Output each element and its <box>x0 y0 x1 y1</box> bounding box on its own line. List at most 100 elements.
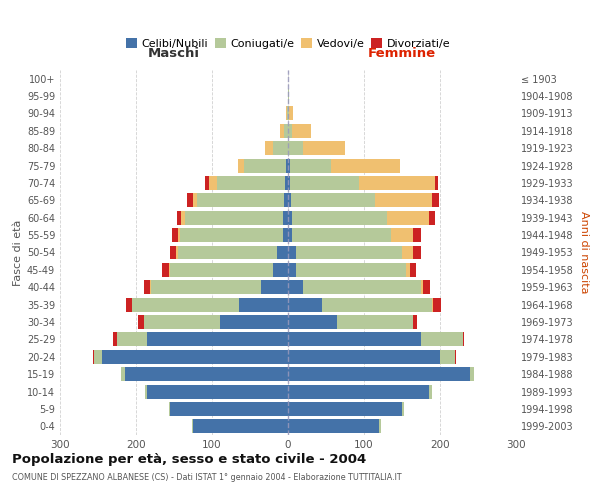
Bar <box>288 263 296 277</box>
Bar <box>181 211 185 224</box>
Bar <box>391 228 413 242</box>
Bar <box>121 367 125 381</box>
Bar <box>288 158 290 172</box>
Bar <box>178 246 277 260</box>
Bar <box>220 315 288 329</box>
Bar <box>277 246 288 260</box>
Bar <box>290 176 359 190</box>
Bar <box>296 246 402 260</box>
Bar <box>244 158 286 172</box>
Bar <box>113 332 117 346</box>
Bar <box>172 228 178 242</box>
Bar <box>410 263 416 277</box>
Bar <box>180 228 283 242</box>
Bar <box>288 420 379 434</box>
Text: Popolazione per età, sesso e stato civile - 2004: Popolazione per età, sesso e stato civil… <box>12 452 366 466</box>
Bar <box>273 263 288 277</box>
Bar <box>406 263 410 277</box>
Bar <box>292 228 391 242</box>
Bar <box>421 332 463 346</box>
Bar <box>428 211 434 224</box>
Bar <box>197 194 284 207</box>
Bar <box>422 280 430 294</box>
Bar <box>331 158 400 172</box>
Bar <box>288 280 303 294</box>
Bar <box>288 315 337 329</box>
Bar <box>285 176 288 190</box>
Bar <box>143 315 220 329</box>
Bar <box>296 263 406 277</box>
Bar <box>288 124 292 138</box>
Bar <box>288 402 402 416</box>
Bar <box>288 246 296 260</box>
Bar <box>273 142 288 155</box>
Bar <box>289 106 293 120</box>
Bar <box>292 124 311 138</box>
Bar <box>288 142 303 155</box>
Bar <box>322 298 433 312</box>
Bar <box>193 420 288 434</box>
Bar <box>288 89 289 103</box>
Bar <box>428 384 433 398</box>
Bar <box>433 298 441 312</box>
Bar <box>94 350 102 364</box>
Bar <box>431 194 439 207</box>
Text: COMUNE DI SPEZZANO ALBANESE (CS) - Dati ISTAT 1° gennaio 2004 - Elaborazione TUT: COMUNE DI SPEZZANO ALBANESE (CS) - Dati … <box>12 472 401 482</box>
Bar <box>177 211 181 224</box>
Y-axis label: Anni di nascita: Anni di nascita <box>579 211 589 294</box>
Bar <box>288 106 289 120</box>
Bar <box>463 332 464 346</box>
Bar <box>387 211 428 224</box>
Bar <box>286 158 288 172</box>
Bar <box>288 194 291 207</box>
Text: Femmine: Femmine <box>368 48 436 60</box>
Bar <box>288 176 290 190</box>
Bar <box>290 158 331 172</box>
Bar <box>283 228 288 242</box>
Bar <box>288 367 470 381</box>
Bar <box>162 263 169 277</box>
Bar <box>178 228 180 242</box>
Bar <box>176 246 178 260</box>
Bar <box>413 228 421 242</box>
Bar <box>193 194 197 207</box>
Bar <box>303 142 345 155</box>
Bar <box>205 176 209 190</box>
Bar <box>288 384 428 398</box>
Bar <box>185 211 283 224</box>
Bar <box>148 384 288 398</box>
Y-axis label: Fasce di età: Fasce di età <box>13 220 23 286</box>
Bar <box>337 315 413 329</box>
Bar <box>413 315 417 329</box>
Bar <box>288 298 322 312</box>
Bar <box>283 211 288 224</box>
Bar <box>413 246 421 260</box>
Bar <box>284 194 288 207</box>
Bar <box>137 315 143 329</box>
Bar <box>192 420 193 434</box>
Bar <box>102 350 288 364</box>
Bar <box>359 176 434 190</box>
Bar <box>470 367 474 381</box>
Bar <box>288 332 421 346</box>
Bar <box>145 280 151 294</box>
Bar <box>209 176 217 190</box>
Bar <box>132 298 239 312</box>
Bar <box>374 194 431 207</box>
Bar <box>170 402 288 416</box>
Bar <box>169 263 170 277</box>
Bar <box>148 332 288 346</box>
Bar <box>126 298 132 312</box>
Bar <box>280 124 284 138</box>
Bar <box>379 420 381 434</box>
Bar <box>262 280 288 294</box>
Bar <box>217 176 285 190</box>
Bar <box>402 246 413 260</box>
Bar <box>440 350 455 364</box>
Bar <box>92 350 94 364</box>
Bar <box>287 106 288 120</box>
Bar <box>117 332 148 346</box>
Bar <box>288 350 440 364</box>
Bar <box>455 350 456 364</box>
Bar <box>284 124 288 138</box>
